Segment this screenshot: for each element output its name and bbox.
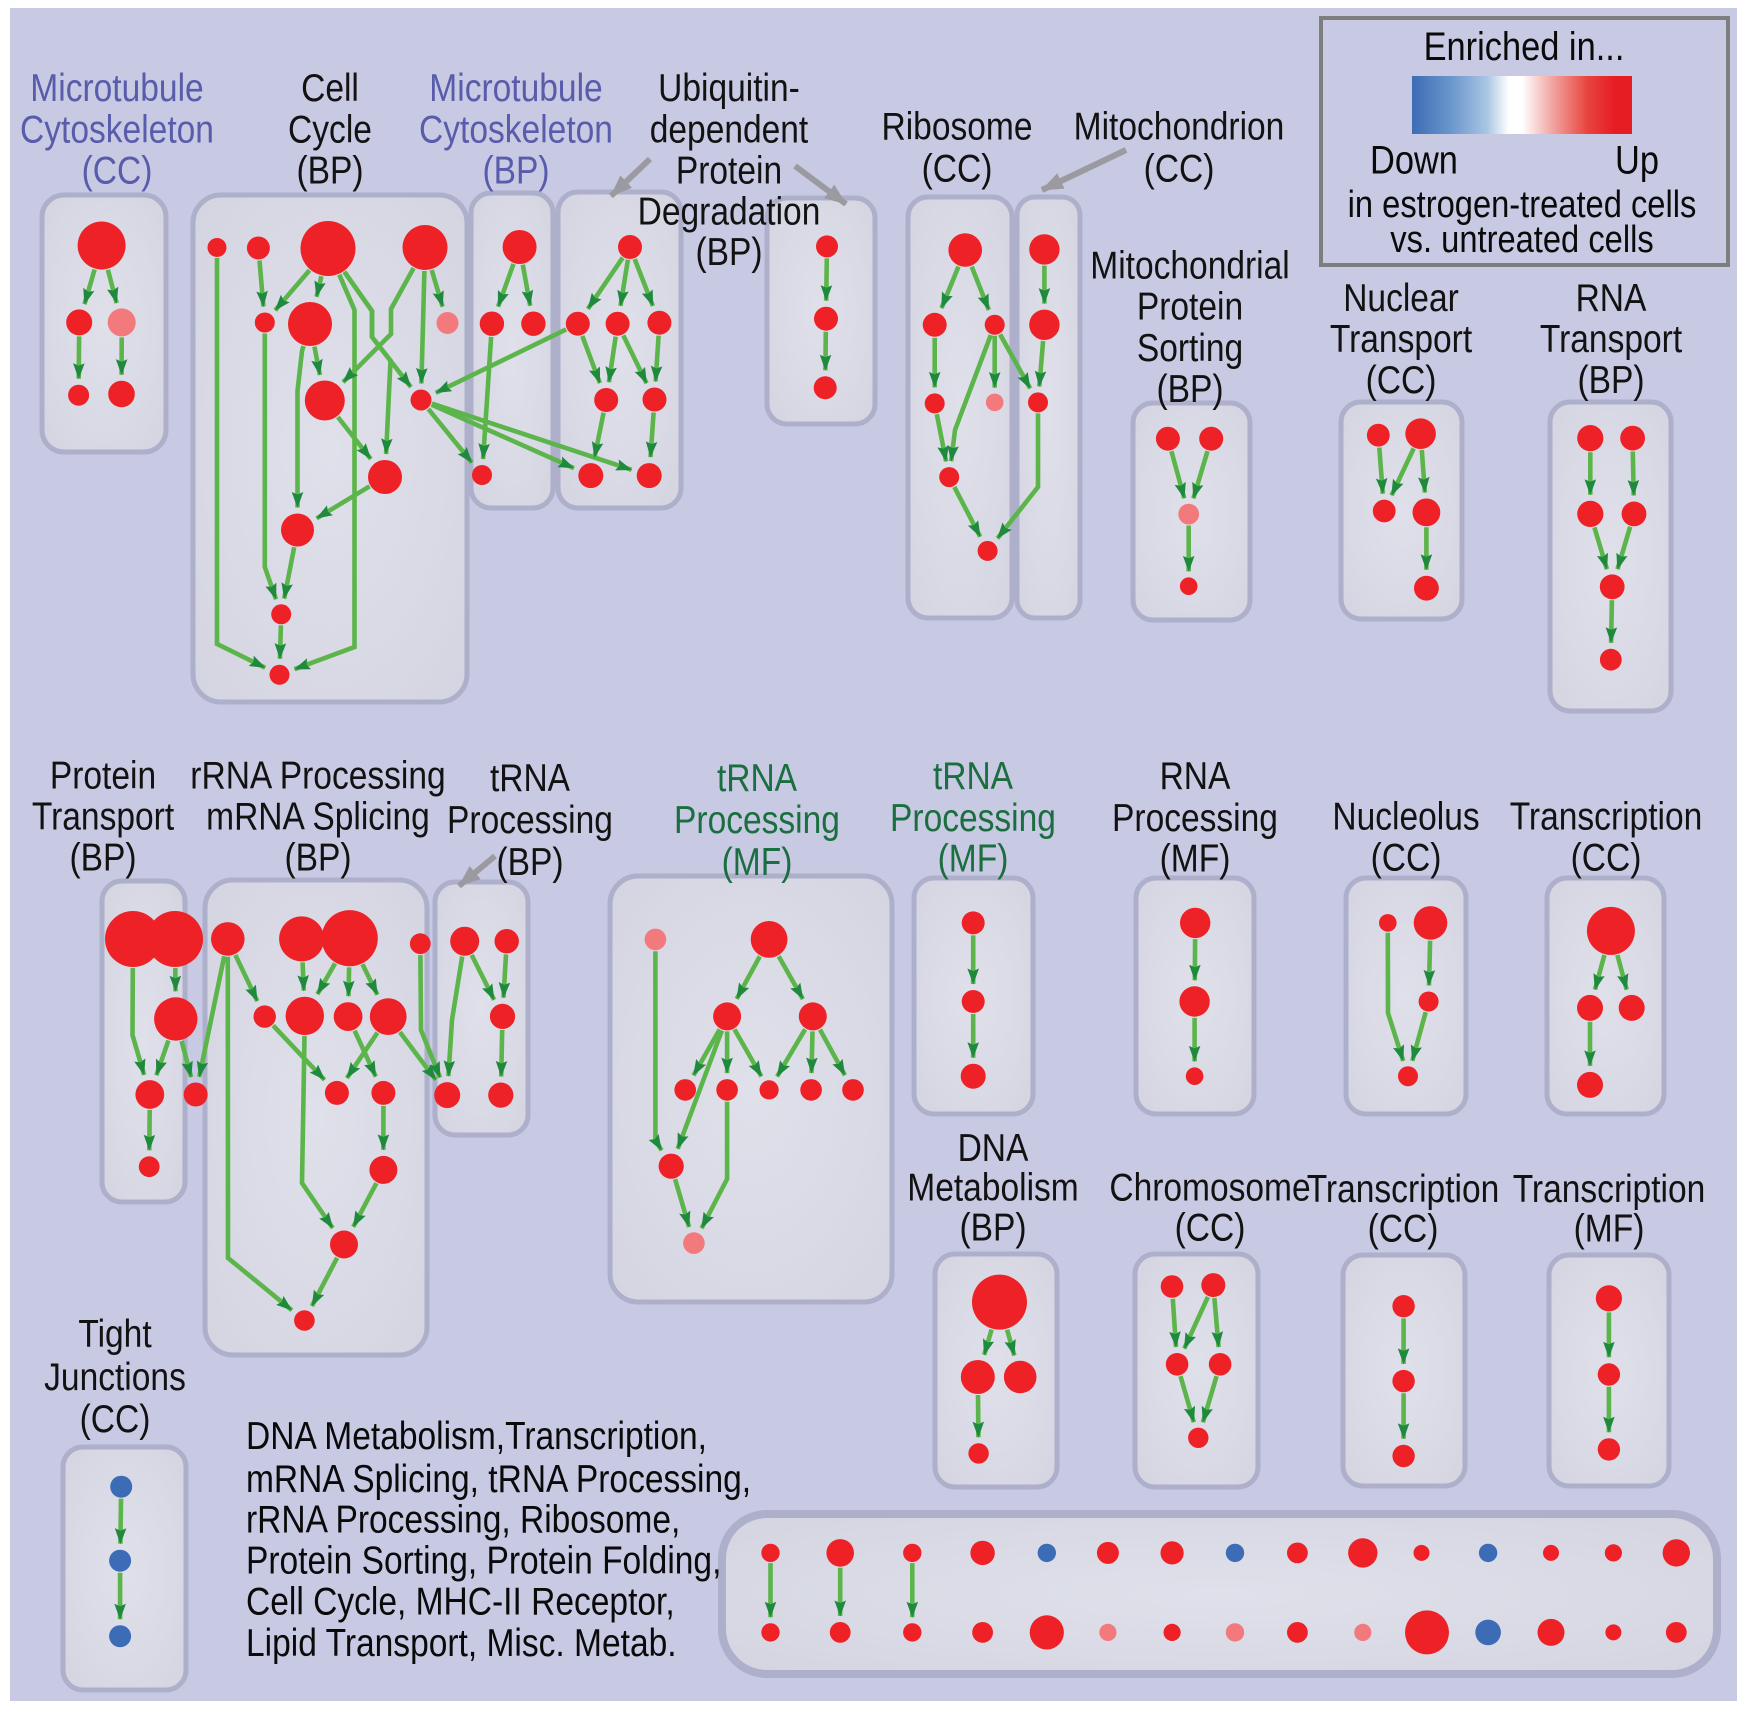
svg-text:Lipid Transport, Misc. Metab.: Lipid Transport, Misc. Metab. [246,1622,677,1665]
svg-text:mRNA Splicing, tRNA Processing: mRNA Splicing, tRNA Processing, [246,1458,751,1501]
svg-text:Ribosome: Ribosome [882,106,1033,149]
svg-text:Transcription: Transcription [1510,796,1703,839]
svg-text:(MF): (MF) [1574,1208,1645,1251]
svg-text:(CC): (CC) [1366,359,1437,402]
svg-text:Microtubule: Microtubule [30,67,203,110]
svg-text:(CC): (CC) [1175,1207,1246,1250]
svg-text:dependent: dependent [650,109,809,152]
svg-text:Down: Down [1370,139,1458,183]
svg-text:(CC): (CC) [1571,837,1642,880]
svg-text:(CC): (CC) [1368,1208,1439,1251]
svg-text:(BP): (BP) [695,231,762,274]
svg-text:(MF): (MF) [938,838,1009,881]
svg-text:(CC): (CC) [1371,837,1442,880]
svg-text:(BP): (BP) [482,150,549,193]
svg-text:(CC): (CC) [80,1398,151,1441]
svg-text:tRNA: tRNA [933,755,1013,798]
svg-text:mRNA Splicing: mRNA Splicing [206,796,430,839]
svg-text:RNA: RNA [1576,277,1647,320]
svg-text:(BP): (BP) [1577,359,1644,402]
svg-text:Tight: Tight [78,1313,151,1356]
svg-text:Processing: Processing [1112,797,1278,840]
svg-text:Protein: Protein [1137,286,1243,329]
svg-text:(BP): (BP) [296,150,363,193]
svg-text:(BP): (BP) [1156,368,1223,411]
svg-text:(BP): (BP) [496,841,563,884]
svg-text:Processing: Processing [447,799,613,842]
svg-text:Processing: Processing [890,797,1056,840]
svg-text:tRNA: tRNA [717,757,797,800]
svg-text:Enriched in...: Enriched in... [1424,25,1625,69]
svg-text:(CC): (CC) [82,150,153,193]
svg-text:in estrogen-treated cells: in estrogen-treated cells [1348,184,1697,226]
svg-text:Chromosome: Chromosome [1109,1167,1310,1210]
svg-text:Sorting: Sorting [1137,327,1243,370]
svg-text:Nuclear: Nuclear [1343,277,1459,320]
svg-text:Cell Cycle, MHC-II Receptor,: Cell Cycle, MHC-II Receptor, [246,1581,675,1624]
svg-text:Up: Up [1615,139,1659,183]
svg-text:rRNA Processing, Ribosome,: rRNA Processing, Ribosome, [246,1499,680,1542]
svg-text:tRNA: tRNA [490,757,570,800]
svg-text:rRNA Processing: rRNA Processing [190,755,445,798]
svg-text:(CC): (CC) [922,148,993,191]
svg-text:(BP): (BP) [69,837,136,880]
svg-text:Ubiquitin-: Ubiquitin- [658,67,800,110]
svg-text:(MF): (MF) [1160,838,1231,881]
svg-text:RNA: RNA [1160,755,1231,798]
svg-text:Cytoskeleton: Cytoskeleton [419,109,613,152]
svg-text:vs. untreated cells: vs. untreated cells [1390,219,1653,261]
svg-text:DNA: DNA [958,1127,1029,1170]
svg-text:Transcription: Transcription [1513,1168,1706,1211]
svg-text:(BP): (BP) [959,1207,1026,1250]
svg-text:Processing: Processing [674,799,840,842]
svg-text:Mitochondrion: Mitochondrion [1074,106,1285,149]
svg-text:Transcription: Transcription [1307,1168,1500,1211]
svg-text:Transport: Transport [1330,318,1472,361]
svg-text:Protein Sorting, Protein Foldi: Protein Sorting, Protein Folding, [246,1540,721,1583]
svg-text:Mitochondrial: Mitochondrial [1090,245,1290,288]
svg-text:(CC): (CC) [1144,148,1215,191]
svg-text:(MF): (MF) [722,841,793,884]
svg-text:Microtubule: Microtubule [429,67,602,110]
svg-text:Nucleolus: Nucleolus [1332,796,1479,839]
svg-text:Protein: Protein [676,150,782,193]
svg-text:Protein: Protein [50,755,156,798]
svg-text:(BP): (BP) [284,837,351,880]
svg-text:Transport: Transport [1540,318,1682,361]
svg-text:Degradation: Degradation [638,191,821,234]
svg-text:Transport: Transport [32,796,174,839]
svg-text:Cycle: Cycle [288,109,372,152]
svg-text:Metabolism: Metabolism [907,1167,1079,1210]
svg-text:DNA Metabolism,Transcription,: DNA Metabolism,Transcription, [246,1415,707,1458]
svg-text:Cell: Cell [301,67,359,110]
svg-text:Junctions: Junctions [44,1356,186,1399]
svg-text:Cytoskeleton: Cytoskeleton [20,109,214,152]
